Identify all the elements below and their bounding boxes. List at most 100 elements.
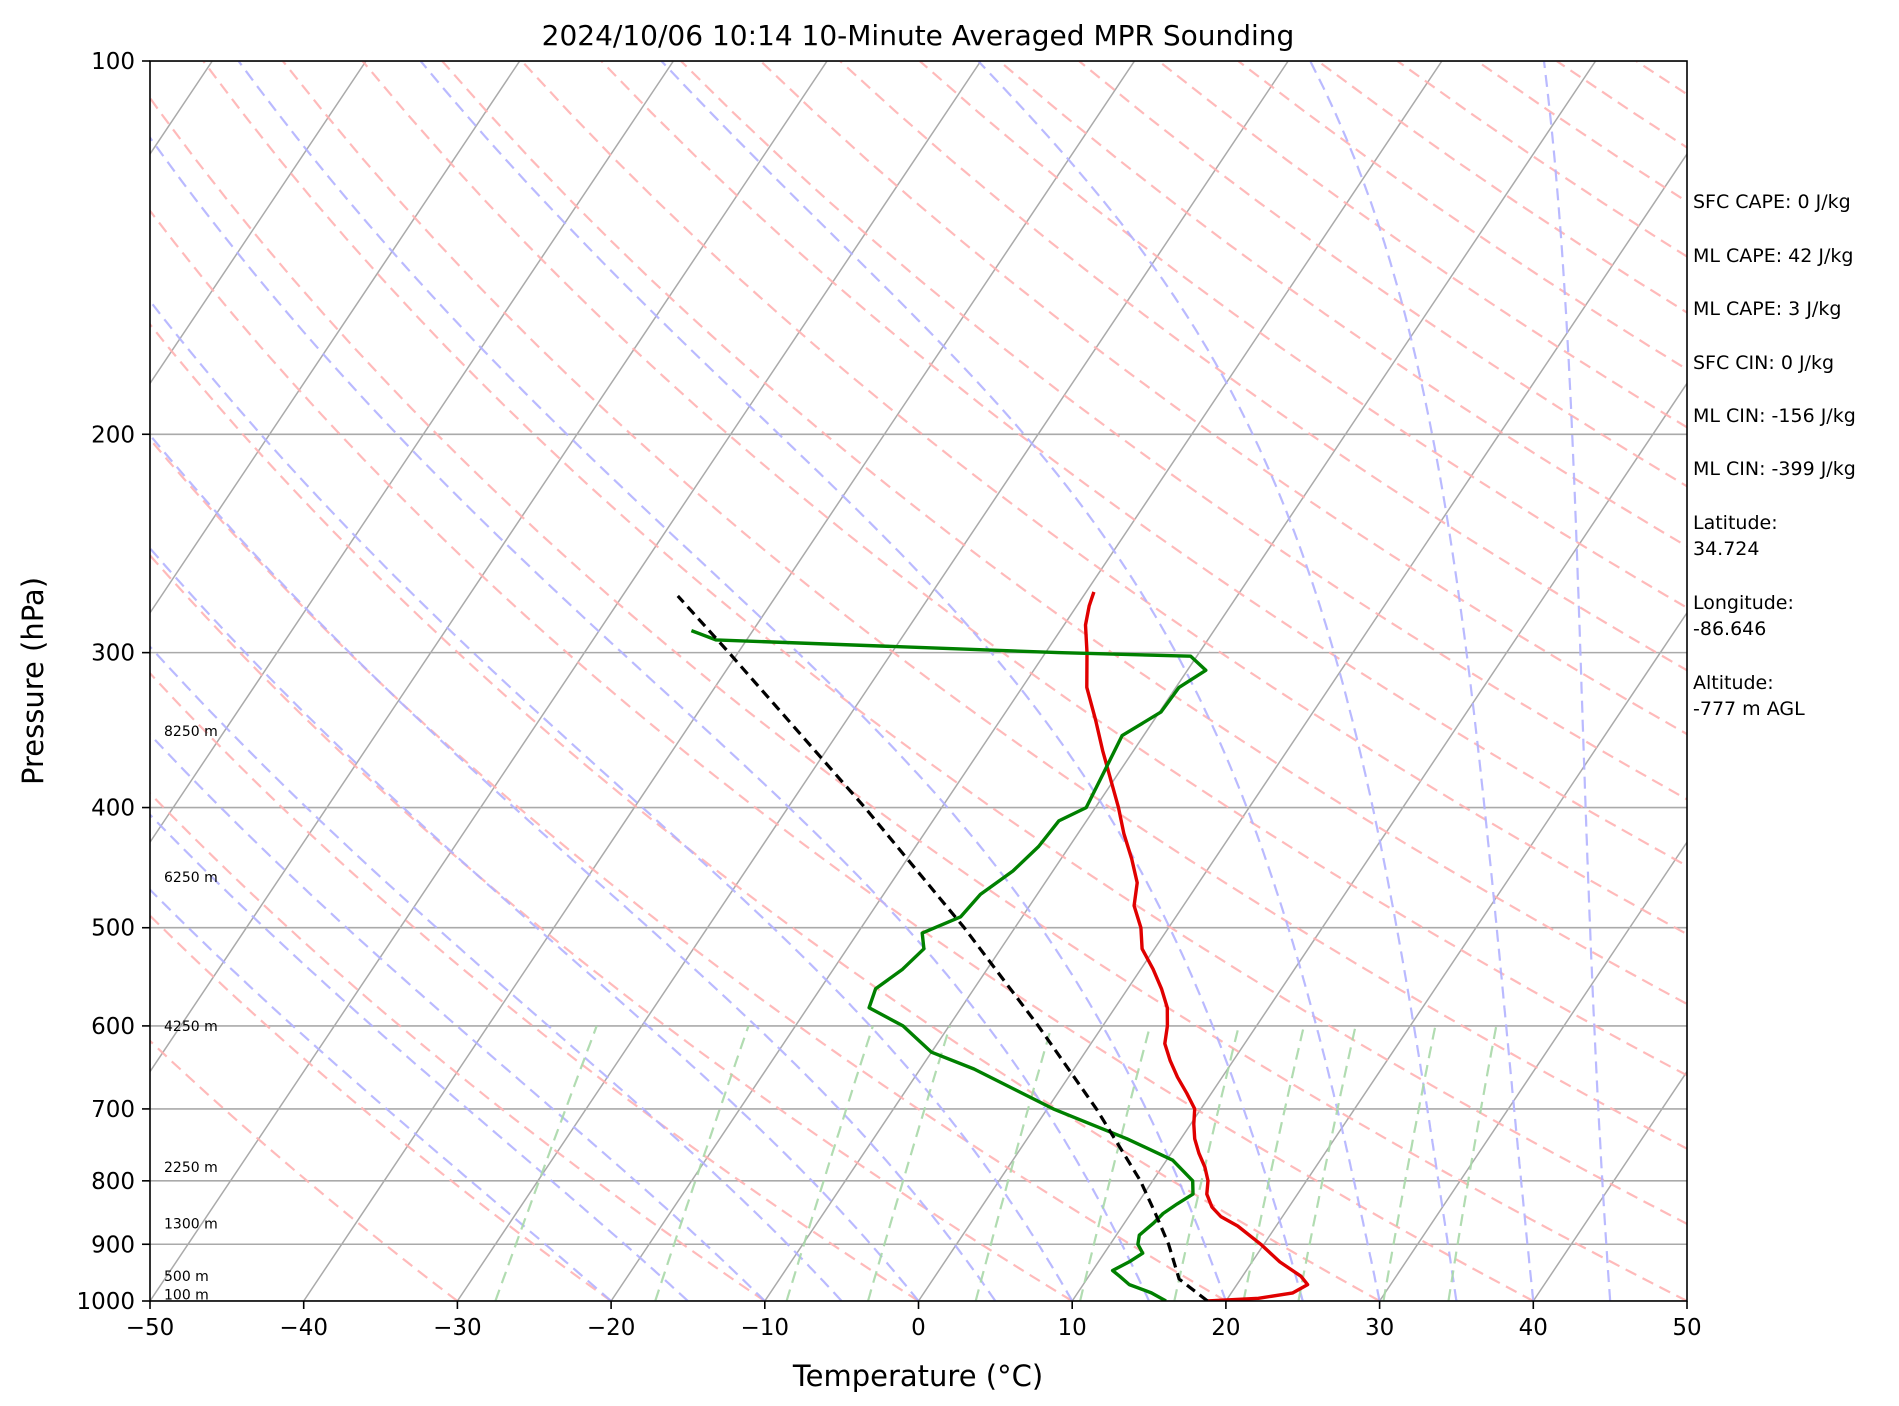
mixing-ratio-line bbox=[785, 1025, 874, 1301]
x-tick-label: −40 bbox=[279, 1315, 328, 1341]
height-label: 100 m bbox=[164, 1287, 209, 1303]
isotherm bbox=[456, 61, 1289, 1301]
y-tick-label: 900 bbox=[91, 1232, 135, 1258]
moist-adiabat bbox=[419, 61, 1304, 1301]
y-tick-label: 500 bbox=[91, 916, 135, 942]
y-tick-label: 100 bbox=[91, 49, 135, 75]
y-tick-label: 700 bbox=[91, 1097, 135, 1123]
x-tick-label: −10 bbox=[741, 1315, 790, 1341]
dry-adiabat bbox=[150, 209, 1534, 1301]
dry-adiabat bbox=[281, 61, 1687, 1150]
dry-adiabat bbox=[918, 61, 1687, 610]
moist-adiabat bbox=[150, 732, 766, 1301]
plot-frame bbox=[149, 60, 1688, 1302]
dry-adiabat bbox=[150, 553, 1073, 1301]
mixing-ratio-line bbox=[1297, 1025, 1357, 1301]
mixing-ratio-line bbox=[494, 1025, 598, 1301]
ml-cape-label: ML CAPE: 42 J/kg bbox=[1693, 245, 1854, 267]
dry-adiabat bbox=[759, 61, 1687, 736]
isotherm bbox=[1378, 840, 1687, 1301]
dry-adiabat bbox=[150, 671, 920, 1301]
dry-adiabat bbox=[680, 61, 1687, 801]
moist-adiabat bbox=[1309, 61, 1535, 1301]
moist-adiabat bbox=[150, 299, 1074, 1301]
dewpoint-line bbox=[690, 629, 1208, 1301]
x-tick-label: −50 bbox=[126, 1315, 175, 1341]
skewed-isotherms bbox=[150, 61, 1687, 1301]
y-axis-ticks: 100 200 300 400 500 600 700 800 900 1000 bbox=[76, 49, 150, 1315]
dry-adiabat bbox=[150, 1039, 459, 1301]
moist-adiabat bbox=[977, 61, 1458, 1301]
dry-adiabat bbox=[202, 61, 1687, 1226]
y-tick-label: 800 bbox=[91, 1169, 135, 1195]
isotherm bbox=[1532, 1070, 1687, 1301]
ml-cape-label-2: ML CAPE: 3 J/kg bbox=[1693, 298, 1842, 320]
dry-adiabat bbox=[150, 437, 1227, 1301]
x-tick-label: 50 bbox=[1672, 1315, 1701, 1341]
y-tick-label: 600 bbox=[91, 1014, 135, 1040]
x-axis-ticks: −50 −40 −30 −20 −10 0 10 20 30 40 50 bbox=[126, 1301, 1702, 1341]
moist-adiabat bbox=[150, 433, 997, 1301]
isotherm bbox=[1071, 382, 1687, 1301]
sfc-cape-label: SFC CAPE: 0 J/kg bbox=[1693, 191, 1851, 213]
longitude-label: Longitude: bbox=[1693, 592, 1794, 614]
moist-adiabat bbox=[150, 645, 843, 1301]
isotherm bbox=[150, 61, 367, 385]
dry-adiabat bbox=[520, 61, 1687, 936]
mixing-ratio-lines bbox=[494, 1025, 1498, 1301]
moist-adiabat bbox=[1542, 61, 1612, 1301]
x-tick-label: 20 bbox=[1211, 1315, 1240, 1341]
dry-adiabat bbox=[361, 61, 1687, 1077]
moist-adiabats bbox=[150, 61, 1612, 1301]
isotherm bbox=[303, 61, 1136, 1301]
dry-adiabat bbox=[150, 322, 1381, 1301]
dry-adiabat bbox=[150, 791, 766, 1301]
moist-adiabat bbox=[150, 546, 920, 1301]
x-tick-label: 40 bbox=[1519, 1315, 1548, 1341]
altitude-value: -777 m AGL bbox=[1693, 698, 1805, 720]
isotherm bbox=[150, 61, 982, 1301]
isotherm bbox=[764, 61, 1597, 1301]
height-label: 4250 m bbox=[164, 1019, 218, 1035]
latitude-value: 34.724 bbox=[1693, 538, 1760, 560]
isotherm bbox=[150, 61, 675, 844]
y-tick-label: 200 bbox=[91, 422, 135, 448]
mixing-ratio-line bbox=[974, 1025, 1053, 1301]
y-axis-label: Pressure (hPa) bbox=[16, 577, 50, 785]
moist-adiabat bbox=[150, 888, 612, 1301]
x-tick-label: 10 bbox=[1058, 1315, 1087, 1341]
isotherm bbox=[150, 61, 521, 615]
sounding-profiles bbox=[676, 591, 1310, 1301]
mixing-ratio-line bbox=[654, 1025, 750, 1301]
mixing-ratio-line bbox=[1382, 1025, 1437, 1301]
isotherm bbox=[610, 61, 1443, 1301]
height-label: 8250 m bbox=[164, 724, 218, 740]
chart-title: 2024/10/06 10:14 10-Minute Averaged MPR … bbox=[542, 19, 1295, 52]
dry-adiabat bbox=[441, 61, 1687, 1006]
longitude-value: -86.646 bbox=[1693, 618, 1767, 640]
mixing-ratio-line bbox=[1079, 1025, 1152, 1301]
moist-adiabat bbox=[660, 61, 1381, 1301]
mixing-ratio-line bbox=[1173, 1025, 1240, 1301]
y-tick-label: 1000 bbox=[76, 1289, 135, 1315]
dry-adiabats bbox=[150, 61, 1687, 1301]
mixing-ratio-line bbox=[1447, 1025, 1498, 1301]
mixing-ratio-line bbox=[1242, 1025, 1305, 1301]
parcel_profile-line bbox=[676, 594, 1209, 1301]
height-labels: 100 m 500 m 1300 m 2250 m 4250 m 6250 m 8250 m bbox=[164, 724, 218, 1303]
ml-cin-label: ML CIN: -156 J/kg bbox=[1693, 405, 1856, 427]
isotherm bbox=[917, 152, 1687, 1301]
latitude-label: Latitude: bbox=[1693, 512, 1778, 534]
isotherm bbox=[1225, 611, 1687, 1301]
altitude-label: Altitude: bbox=[1693, 672, 1774, 694]
ml-cin-label-2: ML CIN: -399 J/kg bbox=[1693, 458, 1856, 480]
height-label: 1300 m bbox=[164, 1217, 218, 1233]
y-tick-label: 300 bbox=[91, 641, 135, 667]
isobar-gridlines bbox=[150, 61, 1687, 1301]
x-tick-label: −20 bbox=[587, 1315, 636, 1341]
moist-adiabat bbox=[237, 61, 1227, 1301]
dry-adiabat bbox=[150, 96, 1687, 1301]
isotherm bbox=[150, 61, 828, 1073]
height-label: 2250 m bbox=[164, 1160, 218, 1176]
mixing-ratio-line bbox=[866, 1025, 951, 1301]
